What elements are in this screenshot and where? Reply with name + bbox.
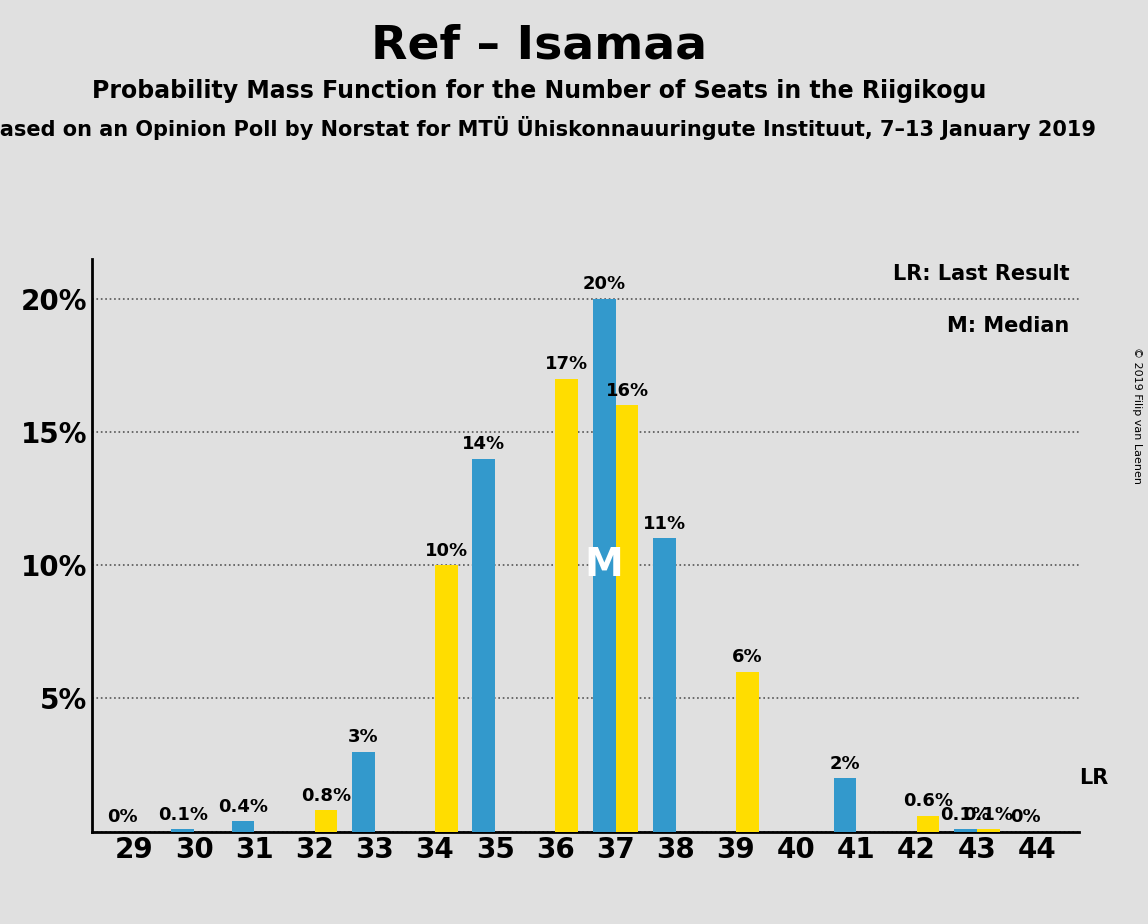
Bar bbox=[352, 751, 374, 832]
Text: 0.4%: 0.4% bbox=[218, 797, 267, 816]
Text: 11%: 11% bbox=[643, 516, 685, 533]
Text: LR: Last Result: LR: Last Result bbox=[893, 264, 1069, 285]
Text: 10%: 10% bbox=[425, 541, 468, 560]
Text: 0.6%: 0.6% bbox=[903, 792, 953, 810]
Text: 0%: 0% bbox=[107, 808, 138, 826]
Text: 0.1%: 0.1% bbox=[963, 806, 1014, 823]
Text: Probability Mass Function for the Number of Seats in the Riigikogu: Probability Mass Function for the Number… bbox=[92, 79, 987, 103]
Text: 0.1%: 0.1% bbox=[157, 806, 208, 823]
Bar bbox=[954, 829, 977, 832]
Text: Ref – Isamaa: Ref – Isamaa bbox=[372, 23, 707, 68]
Text: 20%: 20% bbox=[582, 275, 626, 293]
Text: 6%: 6% bbox=[732, 649, 762, 666]
Bar bbox=[556, 379, 579, 832]
Text: 16%: 16% bbox=[605, 382, 649, 400]
Bar bbox=[653, 539, 676, 832]
Text: 3%: 3% bbox=[348, 728, 379, 747]
Bar bbox=[736, 672, 759, 832]
Bar bbox=[232, 821, 255, 832]
Bar bbox=[171, 829, 194, 832]
Bar bbox=[435, 565, 458, 832]
Bar bbox=[592, 298, 615, 832]
Text: 14%: 14% bbox=[463, 435, 505, 454]
Text: 0.1%: 0.1% bbox=[940, 806, 991, 823]
Text: 2%: 2% bbox=[830, 755, 860, 773]
Text: M: M bbox=[584, 546, 623, 584]
Text: 0.8%: 0.8% bbox=[301, 787, 351, 805]
Bar bbox=[977, 829, 1000, 832]
Bar bbox=[833, 778, 856, 832]
Text: LR: LR bbox=[1079, 769, 1108, 788]
Text: Based on an Opinion Poll by Norstat for MTÜ Ühiskonnauuringute Instituut, 7–13 J: Based on an Opinion Poll by Norstat for … bbox=[0, 116, 1095, 140]
Text: 17%: 17% bbox=[545, 356, 589, 373]
Bar bbox=[472, 458, 495, 832]
Text: M: Median: M: Median bbox=[947, 316, 1069, 336]
Bar bbox=[315, 810, 338, 832]
Text: 0%: 0% bbox=[1010, 808, 1041, 826]
Text: © 2019 Filip van Laenen: © 2019 Filip van Laenen bbox=[1132, 347, 1142, 484]
Bar bbox=[615, 406, 638, 832]
Bar bbox=[916, 816, 939, 832]
